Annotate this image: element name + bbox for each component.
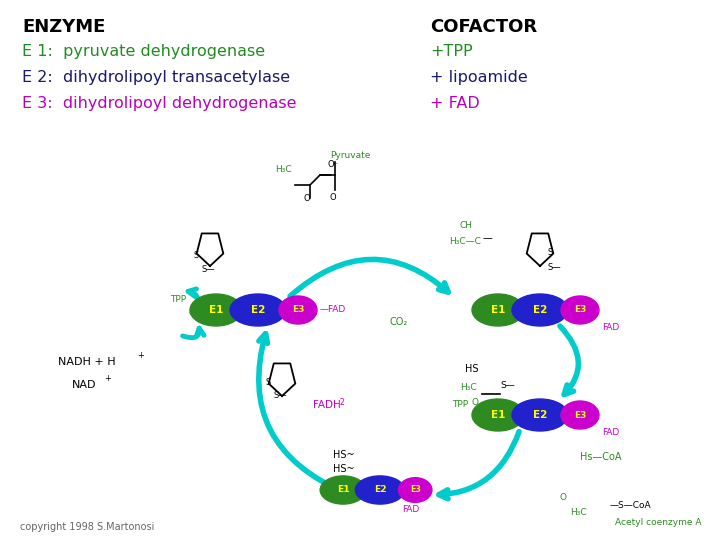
Text: copyright 1998 S.Martonosi: copyright 1998 S.Martonosi — [20, 522, 154, 532]
Ellipse shape — [561, 296, 599, 324]
Text: NADH + H: NADH + H — [58, 357, 116, 367]
Ellipse shape — [512, 294, 568, 326]
Text: FAD: FAD — [402, 505, 419, 514]
Text: Hs—CoA: Hs—CoA — [580, 452, 621, 462]
Text: H₃C: H₃C — [275, 165, 292, 174]
Text: E3: E3 — [574, 306, 586, 314]
Text: + FAD: + FAD — [430, 96, 480, 111]
Text: TPP: TPP — [452, 400, 468, 409]
Text: O: O — [330, 193, 337, 202]
Text: CO₂: CO₂ — [390, 317, 408, 327]
Text: NAD: NAD — [72, 380, 96, 390]
Text: +: + — [104, 374, 111, 383]
Text: HS~: HS~ — [333, 464, 355, 474]
Text: S: S — [265, 378, 270, 387]
Text: CH: CH — [460, 221, 473, 230]
Text: TPP: TPP — [170, 295, 186, 304]
Ellipse shape — [190, 294, 242, 326]
Text: 2: 2 — [340, 398, 345, 407]
Ellipse shape — [320, 476, 366, 504]
Text: O⁻: O⁻ — [328, 160, 339, 169]
Text: S—: S— — [201, 265, 215, 274]
Text: HS~: HS~ — [333, 450, 355, 460]
Text: HS: HS — [465, 364, 479, 374]
Text: ENZYME: ENZYME — [22, 18, 105, 36]
Text: H₃C: H₃C — [460, 383, 477, 392]
Text: S—: S— — [548, 263, 562, 272]
Text: + lipoamide: + lipoamide — [430, 70, 528, 85]
Text: E3: E3 — [574, 410, 586, 420]
Text: S—: S— — [273, 391, 287, 400]
Text: H₃C: H₃C — [570, 508, 587, 517]
Text: E 2:  dihydrolipoyl transacetylase: E 2: dihydrolipoyl transacetylase — [22, 70, 290, 85]
Text: S: S — [548, 248, 553, 257]
Text: E1: E1 — [491, 305, 505, 315]
Text: H₃C—C: H₃C—C — [449, 237, 481, 246]
Ellipse shape — [472, 399, 524, 431]
Text: FAD: FAD — [602, 428, 619, 437]
Text: O: O — [560, 493, 567, 502]
Text: E1: E1 — [209, 305, 223, 315]
Ellipse shape — [472, 294, 524, 326]
Text: +TPP: +TPP — [430, 44, 472, 59]
Text: +: + — [137, 351, 144, 360]
Text: —: — — [483, 233, 492, 243]
Text: E3: E3 — [292, 306, 304, 314]
Text: E2: E2 — [251, 305, 265, 315]
Text: FAD: FAD — [602, 323, 619, 332]
Text: —S—CoA: —S—CoA — [610, 501, 652, 510]
Text: S—: S— — [500, 381, 515, 390]
Text: E1: E1 — [491, 410, 505, 420]
Text: O: O — [471, 398, 478, 407]
Ellipse shape — [561, 401, 599, 429]
Ellipse shape — [356, 476, 405, 504]
Text: E 3:  dihydrolipoyl dehydrogenase: E 3: dihydrolipoyl dehydrogenase — [22, 96, 297, 111]
Text: Acetyl coenzyme A: Acetyl coenzyme A — [615, 518, 701, 527]
Text: E3: E3 — [410, 485, 420, 495]
Text: —FAD: —FAD — [320, 306, 346, 314]
Text: E2: E2 — [533, 305, 547, 315]
Text: Pyruvate: Pyruvate — [330, 151, 370, 160]
Text: FADH: FADH — [313, 400, 341, 410]
Ellipse shape — [230, 294, 286, 326]
Text: S: S — [193, 251, 198, 260]
Text: E2: E2 — [374, 485, 387, 495]
Text: E1: E1 — [337, 485, 349, 495]
Text: COFACTOR: COFACTOR — [430, 18, 537, 36]
Text: E 1:  pyruvate dehydrogenase: E 1: pyruvate dehydrogenase — [22, 44, 265, 59]
Text: E2: E2 — [533, 410, 547, 420]
Ellipse shape — [512, 399, 568, 431]
Ellipse shape — [398, 478, 432, 502]
Ellipse shape — [279, 296, 317, 324]
Text: O: O — [304, 194, 310, 203]
